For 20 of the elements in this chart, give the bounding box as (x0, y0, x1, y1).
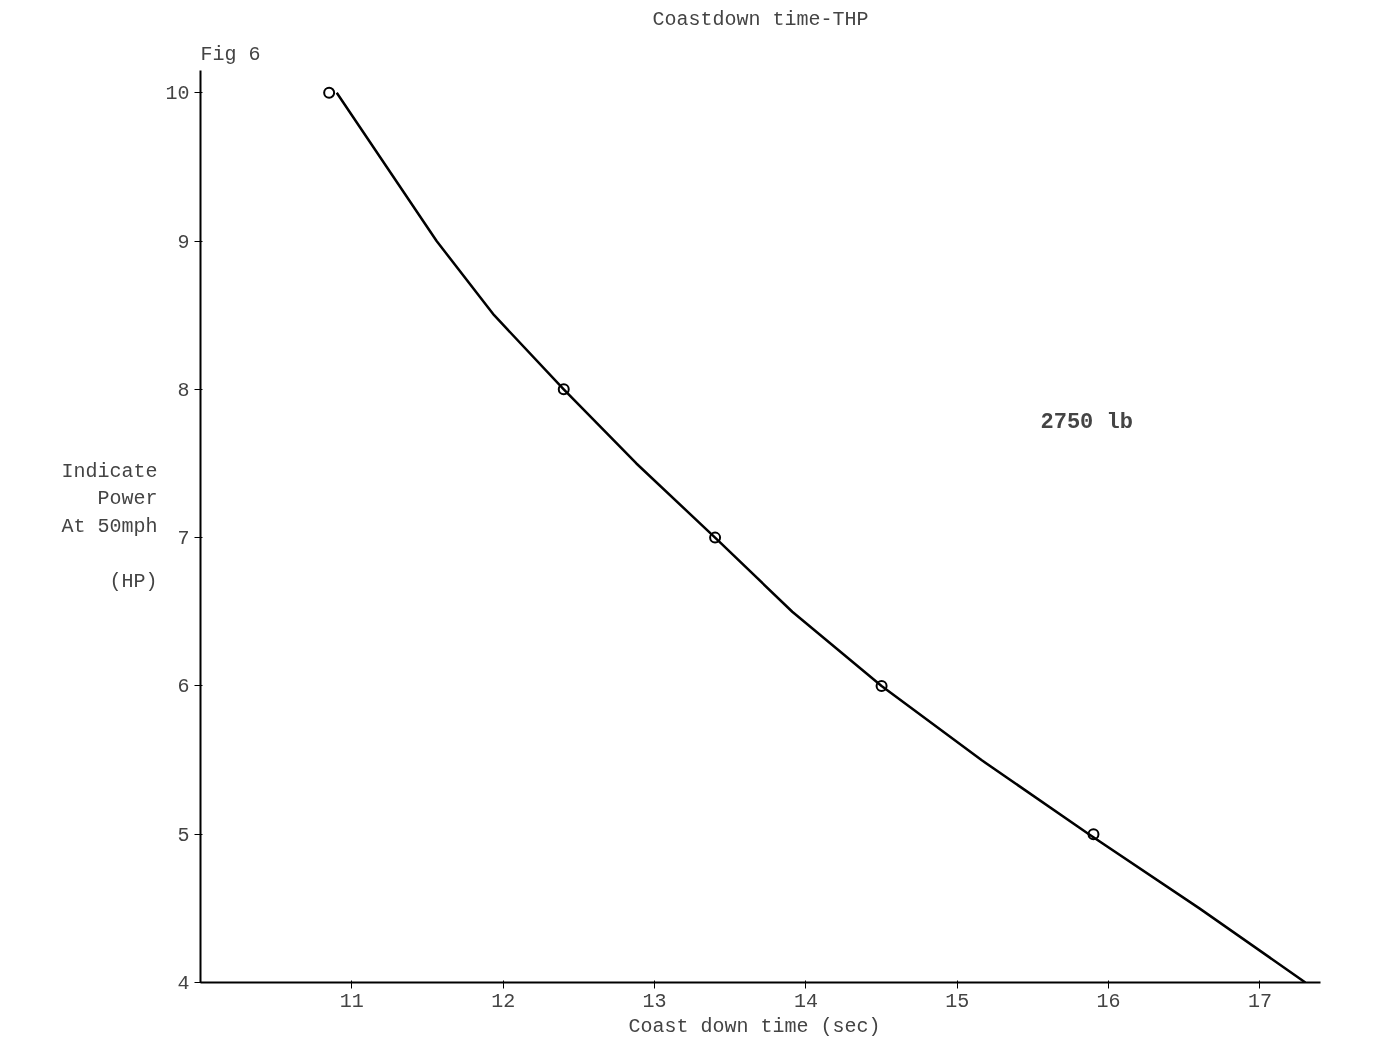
x-tick-label: 16 (1096, 989, 1121, 1013)
x-tick-label: 12 (491, 989, 516, 1013)
annotation: 2750 lb (1040, 410, 1133, 436)
y-tick-label: 6 (177, 675, 190, 699)
caption: Fig 6 (200, 42, 261, 66)
chart-title: Coastdown time-THP (652, 7, 869, 31)
x-tick-label: 13 (642, 989, 667, 1013)
text: Indicate Power At 50mph (HP) (61, 459, 158, 594)
point (323, 86, 336, 99)
x-tick-label: 17 (1247, 989, 1272, 1013)
x-tick-label: 11 (339, 989, 364, 1013)
x-axis-title: Coast down time (sec) (628, 1014, 881, 1038)
y-tick-label: 7 (177, 527, 190, 551)
y-tick-label: 9 (177, 230, 190, 254)
x-tick-label: 14 (793, 989, 818, 1013)
y-tick-label: 10 (165, 82, 190, 106)
y-tick-label: 8 (177, 378, 190, 402)
y-tick-label: 4 (177, 972, 190, 995)
x-tick-label: 15 (945, 989, 970, 1013)
y-tick-label: 5 (177, 823, 190, 847)
